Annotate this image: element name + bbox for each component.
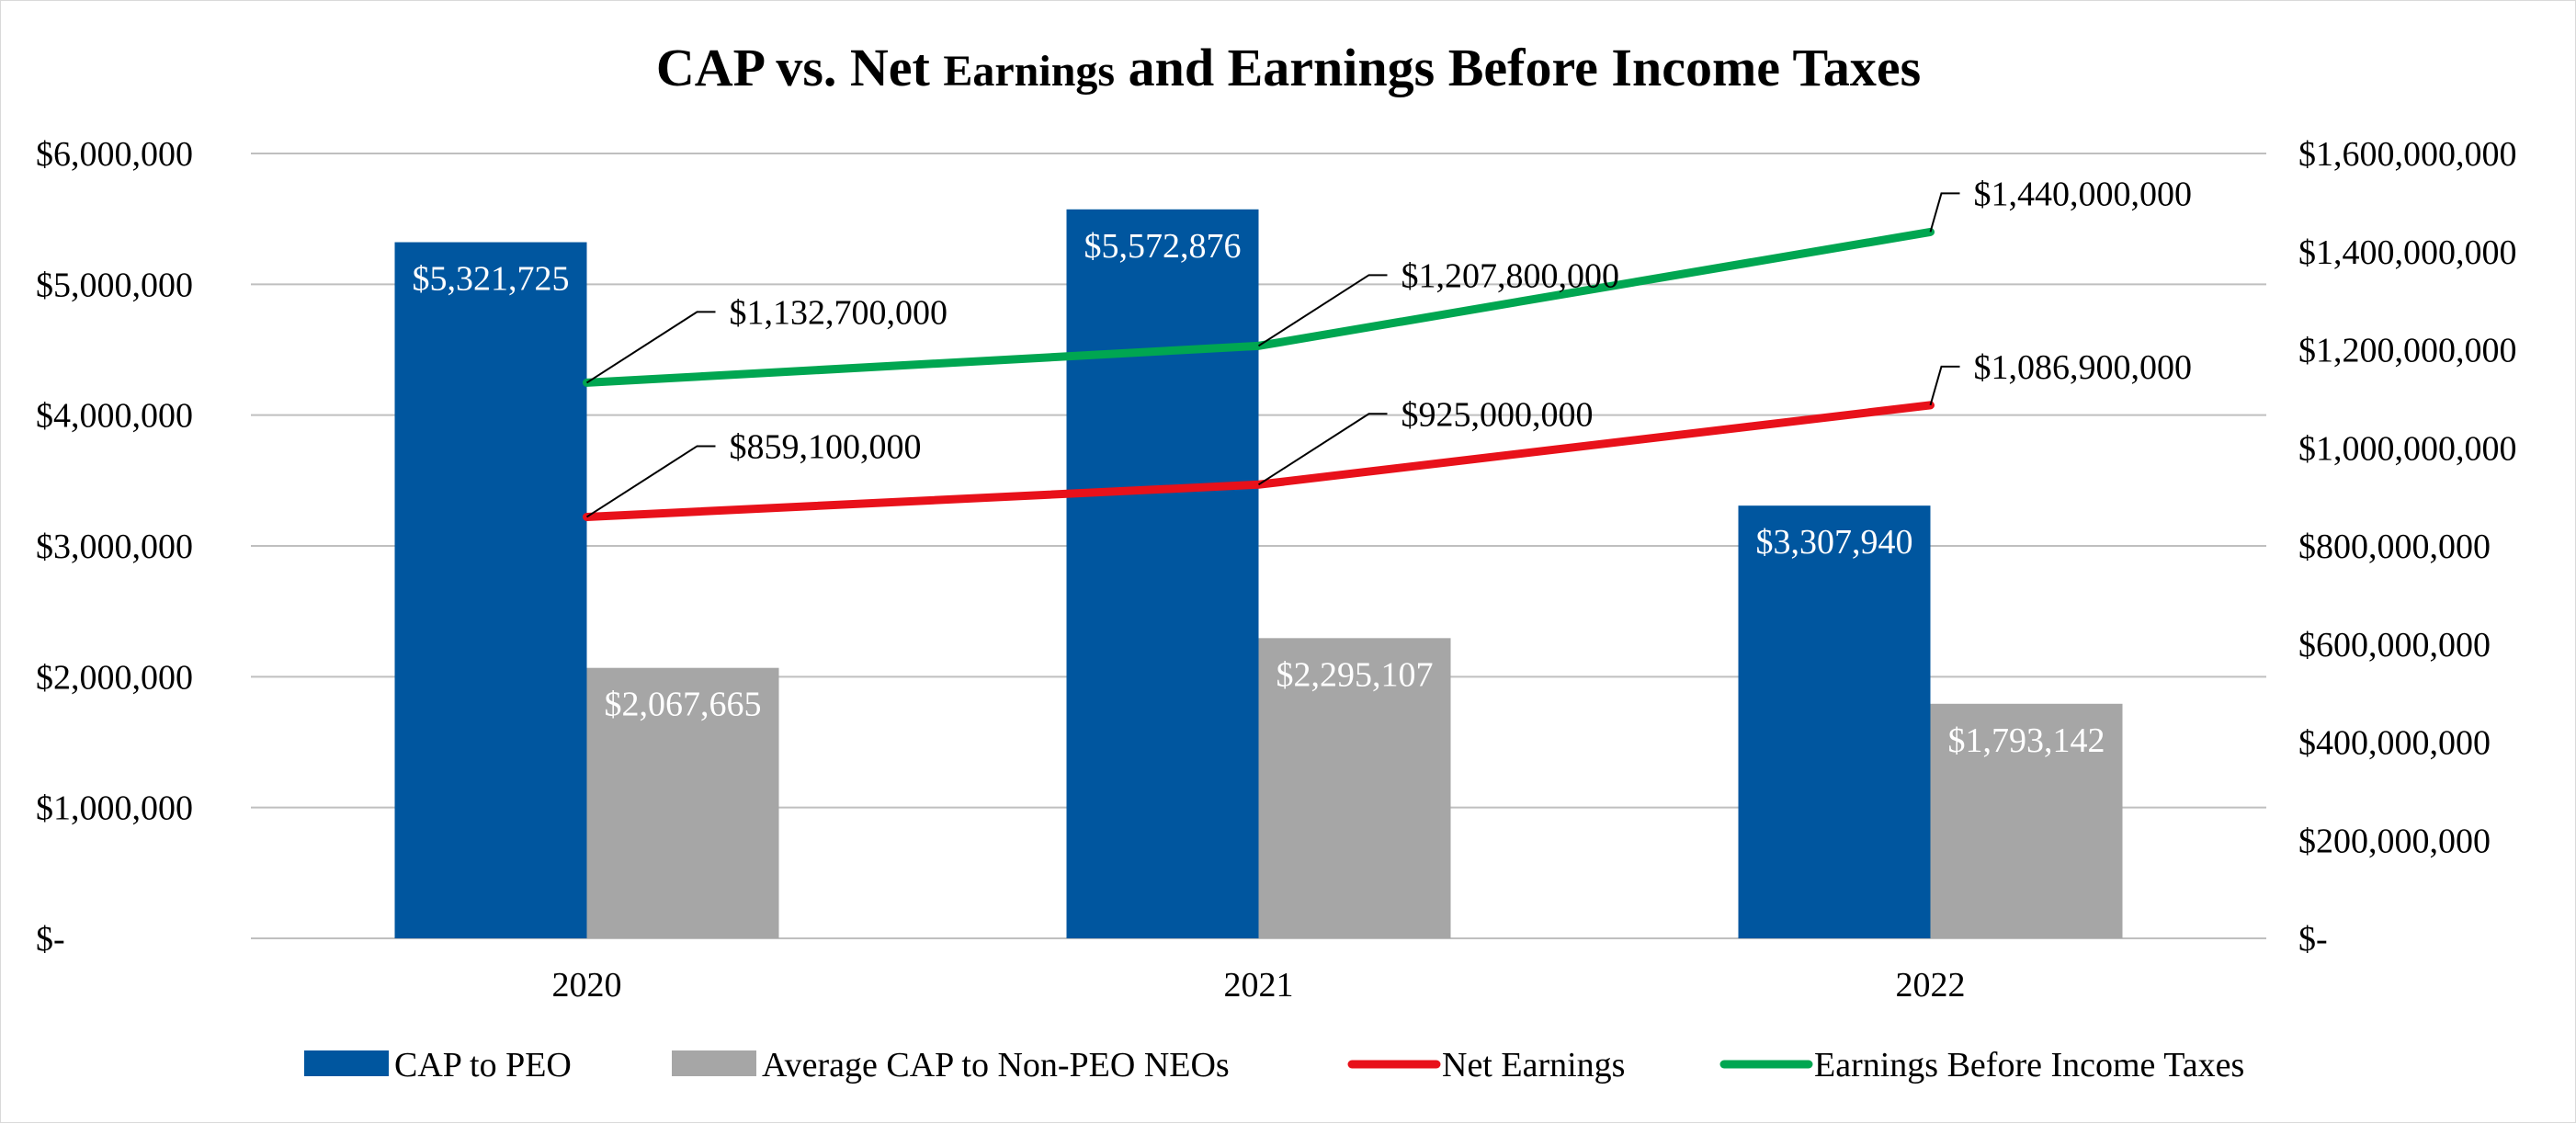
bars — [394, 209, 2123, 939]
bar-data-label: $3,307,940 — [1756, 523, 1913, 562]
right-axis-tick-label: $800,000,000 — [2298, 528, 2491, 566]
left-axis-tick-label: $- — [36, 920, 65, 959]
bar-cap-to-peo — [1738, 505, 1931, 938]
bar-data-label: $2,067,665 — [605, 686, 762, 724]
left-axis-tick-label: $3,000,000 — [36, 528, 193, 566]
chart-title-part3: and Earnings Before Income Taxes — [1115, 38, 1921, 97]
bar-cap-to-peo — [1066, 209, 1259, 939]
x-axis-tick-label: 2020 — [552, 966, 622, 1005]
right-axis-tick-label: $600,000,000 — [2298, 626, 2491, 664]
legend-label: CAP to PEO — [394, 1046, 572, 1084]
chart-title-part1: CAP vs. Net — [656, 38, 944, 97]
chart-title: CAP vs. Net Earnings and Earnings Before… — [656, 38, 1921, 97]
bar-average-cap-to-non-peo-neos — [586, 667, 779, 938]
left-axis-tick-label: $4,000,000 — [36, 397, 193, 436]
leader-line — [1929, 365, 1960, 406]
left-axis-tick-label: $5,000,000 — [36, 266, 193, 304]
line-data-label: $1,440,000,000 — [1974, 175, 2193, 213]
bar-average-cap-to-non-peo-neos — [1930, 703, 2123, 938]
bar-data-label: $5,321,725 — [413, 260, 570, 299]
right-axis-tick-label: $1,400,000,000 — [2298, 233, 2517, 272]
x-axis-tick-label: 2021 — [1224, 966, 1294, 1005]
left-axis-tick-label: $2,000,000 — [36, 658, 193, 697]
legend-label: Average CAP to Non-PEO NEOs — [762, 1046, 1230, 1084]
right-axis-tick-label: $1,000,000,000 — [2298, 429, 2517, 468]
bar-average-cap-to-non-peo-neos — [1258, 638, 1451, 938]
right-axis-tick-label: $- — [2298, 920, 2328, 959]
bar-data-label: $1,793,142 — [1948, 721, 2105, 760]
line-data-label: $925,000,000 — [1401, 395, 1594, 434]
legend-swatch — [304, 1050, 389, 1076]
left-axis-tick-label: $6,000,000 — [36, 135, 193, 174]
line-data-label: $1,207,800,000 — [1401, 256, 1620, 295]
leader-line — [1257, 274, 1388, 347]
bar-data-label: $2,295,107 — [1277, 655, 1434, 694]
line-data-label: $859,100,000 — [730, 427, 922, 466]
line-data-label: $1,132,700,000 — [730, 293, 948, 332]
legend-swatch — [672, 1050, 756, 1076]
bar-cap-to-peo — [394, 242, 587, 938]
right-axis-tick-label: $1,600,000,000 — [2298, 135, 2517, 174]
right-axis-tick-label: $200,000,000 — [2298, 822, 2491, 860]
legend-label: Net Earnings — [1442, 1046, 1625, 1084]
right-axis-tick-label: $400,000,000 — [2298, 724, 2491, 763]
leader-line — [585, 445, 716, 518]
leader-line — [585, 311, 716, 384]
legend: CAP to PEO Average CAP to Non-PEO NEOs Net… — [304, 1046, 2244, 1084]
chart-title-part2: Earnings — [943, 47, 1115, 96]
data-labels: $5,321,725 $5,572,876 $3,307,940 $2,067,665… — [413, 175, 2193, 759]
legend-label: Earnings Before Income Taxes — [1814, 1046, 2244, 1084]
axes: $- $1,000,000 $2,000,000 $3,000,000 $4,000,0… — [36, 135, 2517, 1005]
x-axis-tick-label: 2022 — [1896, 966, 1966, 1005]
leader-line — [1257, 413, 1388, 486]
line-data-label: $1,086,900,000 — [1974, 348, 2193, 387]
leader-line — [1929, 192, 1960, 233]
bar-data-label: $5,572,876 — [1084, 227, 1242, 266]
left-axis-tick-label: $1,000,000 — [36, 789, 193, 828]
right-axis-tick-label: $1,200,000,000 — [2298, 332, 2517, 370]
